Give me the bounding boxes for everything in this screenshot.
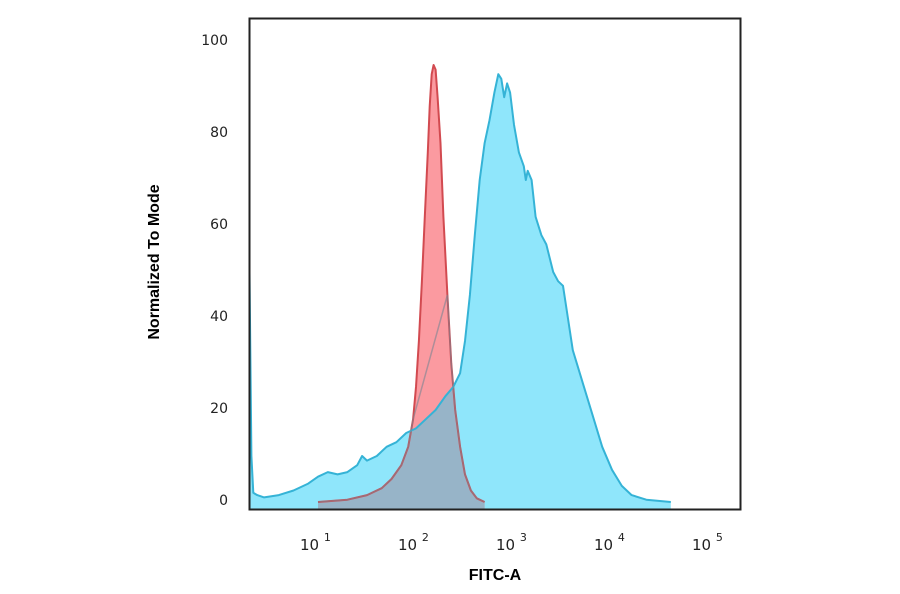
y-tick-label: 20 xyxy=(210,401,228,417)
x-tick-base: 10 xyxy=(300,536,320,554)
x-tick-base: 10 xyxy=(496,536,516,554)
x-tick-exponent: 5 xyxy=(715,531,723,544)
overlap-edge-line xyxy=(317,294,485,503)
y-axis-label: Normalized To Mode xyxy=(146,184,163,340)
x-tick-base: 10 xyxy=(692,536,712,554)
x-tick-label: 10 4 xyxy=(594,531,625,554)
x-tick-base: 10 xyxy=(398,536,418,554)
x-tick-label: 10 3 xyxy=(496,531,527,554)
x-tick-exponent: 2 xyxy=(421,531,429,544)
overlap-region-fill xyxy=(318,387,485,509)
stained-histogram-line xyxy=(250,73,671,503)
y-tick-label: 60 xyxy=(210,217,228,233)
x-tick-label: 10 1 xyxy=(300,531,331,554)
x-tick-base: 10 xyxy=(594,536,614,554)
x-tick-exponent: 3 xyxy=(519,531,527,544)
x-tick-exponent: 1 xyxy=(323,531,331,544)
x-tick-label: 10 2 xyxy=(398,531,429,554)
y-tick-label: 0 xyxy=(219,493,228,509)
plot-frame xyxy=(248,17,742,511)
plot-area xyxy=(250,64,671,509)
x-axis-label: FITC-A xyxy=(468,567,522,584)
x-tick-exponent: 4 xyxy=(617,531,625,544)
y-tick-label: 40 xyxy=(210,309,228,325)
stained-histogram-fill xyxy=(250,74,671,509)
y-tick-label: 100 xyxy=(201,33,228,49)
y-tick-label: 80 xyxy=(210,125,228,141)
x-tick-label: 10 5 xyxy=(692,531,723,554)
